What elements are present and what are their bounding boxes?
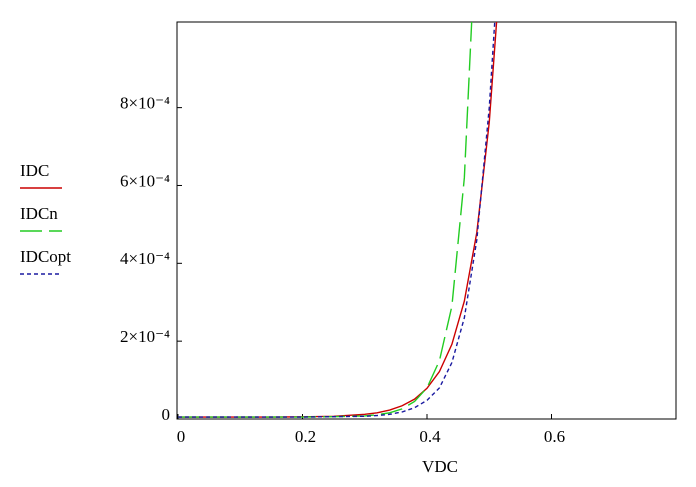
legend-label: IDCn <box>20 204 58 223</box>
y-tick-label: 2×10⁻⁴ <box>120 327 170 346</box>
y-tick-label: 8×10⁻⁴ <box>120 94 170 113</box>
series-line <box>178 22 473 418</box>
y-tick-label: 6×10⁻⁴ <box>120 171 170 190</box>
x-axis-label: VDC <box>422 457 458 476</box>
legend-label: IDCopt <box>20 247 71 266</box>
y-tick-label: 0 <box>162 405 171 424</box>
x-tick-label: 0.6 <box>544 427 565 446</box>
plot-area <box>178 22 498 418</box>
x-tick-label: 0 <box>177 427 186 446</box>
x-tick-label: 0.2 <box>295 427 316 446</box>
x-tick-label: 0.4 <box>419 427 441 446</box>
series-line <box>178 22 496 418</box>
series-line <box>178 22 498 418</box>
plot-frame <box>176 21 677 420</box>
y-tick-label: 4×10⁻⁴ <box>120 249 170 268</box>
legend-label: IDC <box>20 161 49 180</box>
